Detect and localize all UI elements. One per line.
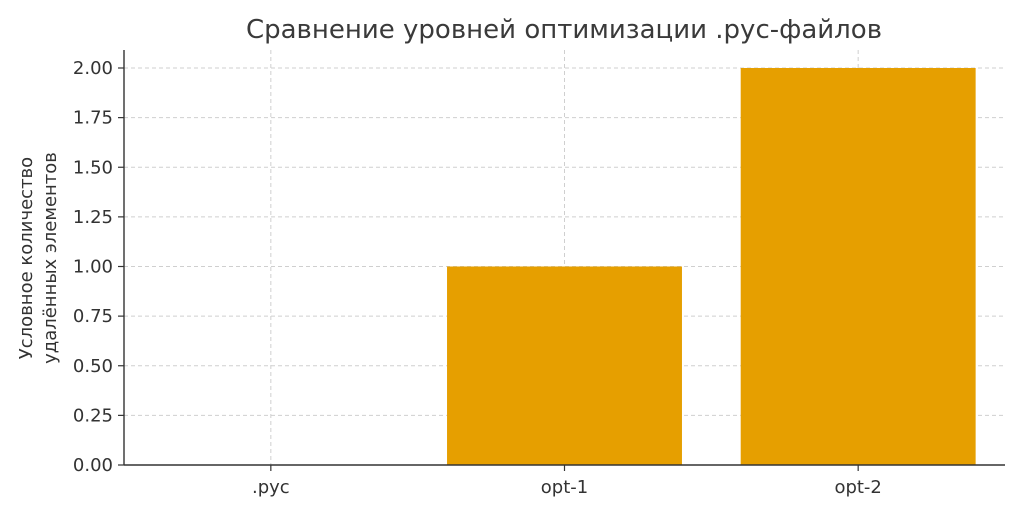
x-tick-label: opt-2 [834,477,881,498]
y-axis-label: Условное количество удалённых элементов [16,152,61,364]
y-tick-label: 1.25 [73,207,113,228]
y-tick-label: 1.00 [73,257,113,278]
bar-opt1 [447,266,682,465]
y-tick-label: 0.00 [73,455,113,476]
bar-opt2 [740,68,976,465]
y-axis-label-line-1: Условное количество [16,157,37,359]
chart-title: Сравнение уровней оптимизации .pyc-файло… [246,15,882,45]
y-tick-label: 0.25 [73,405,113,426]
bars [447,68,976,465]
y-tick-label: 0.50 [73,356,113,377]
x-tick-label: .pyc [252,477,290,498]
y-tick-label: 1.50 [73,157,113,178]
y-axis-label-line-2: удалённых элементов [40,152,61,364]
y-tick-label: 1.75 [73,108,113,129]
x-tick-label: opt-1 [541,477,588,498]
y-ticks: 0.00 0.25 0.50 0.75 1.00 1.25 1.50 1.75 2.00 [73,58,124,476]
y-tick-label: 0.75 [73,306,113,327]
y-tick-label: 2.00 [73,58,113,79]
x-ticks: .pyc opt-1 opt-2 [252,465,882,498]
